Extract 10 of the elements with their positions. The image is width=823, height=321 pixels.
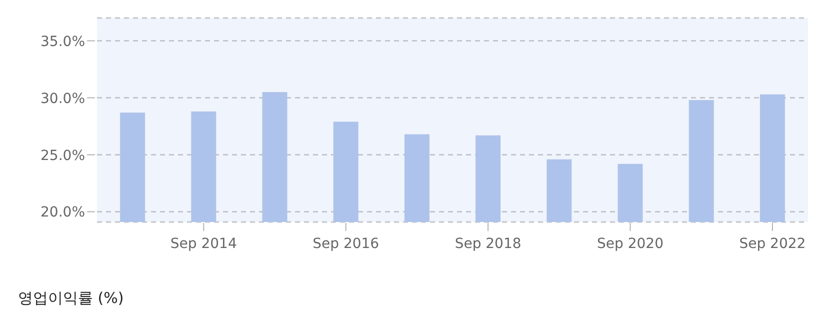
x-tick-label: Sep 2022 (739, 236, 806, 252)
y-tick-label: 25.0% (40, 148, 85, 164)
y-tick-label: 30.0% (40, 90, 85, 107)
x-tick-label: Sep 2018 (454, 236, 522, 252)
x-tick-label: Sep 2020 (597, 236, 664, 252)
text: 영업이익률 (%) (18, 289, 124, 307)
y-tick-label: 20.0% (40, 204, 85, 221)
x-tick-label: Sep 2016 (312, 236, 380, 252)
y-tick-label: 35.0% (40, 34, 85, 50)
x-tick-label: Sep 2014 (170, 236, 237, 252)
